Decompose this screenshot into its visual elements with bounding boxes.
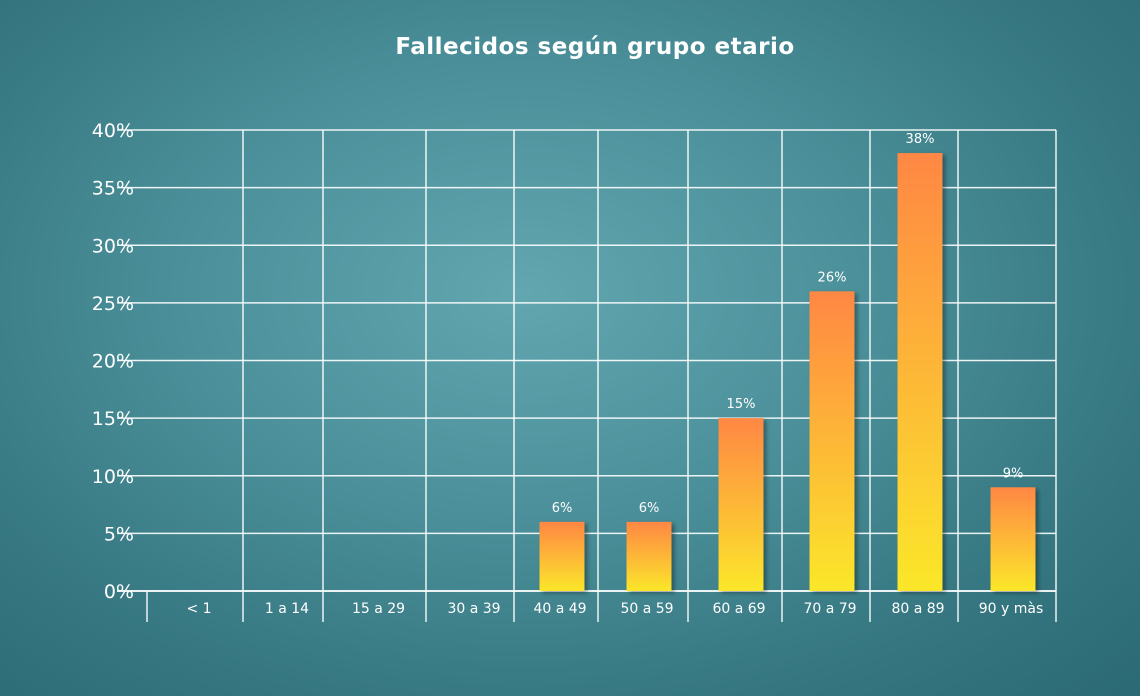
category-label: 90 y màs xyxy=(979,601,1044,617)
data-label: 15% xyxy=(727,397,756,412)
y-tick-label: 10% xyxy=(92,466,134,488)
data-label: 6% xyxy=(552,501,573,516)
bar xyxy=(809,291,855,591)
category-label: 1 a 14 xyxy=(265,601,309,617)
category-label: 30 a 39 xyxy=(447,601,500,617)
y-tick-label: 25% xyxy=(92,293,134,315)
y-tick-label: 0% xyxy=(104,581,134,603)
bar xyxy=(626,521,672,591)
bar xyxy=(990,487,1036,591)
y-tick-label: 5% xyxy=(104,523,134,545)
data-label: 38% xyxy=(906,132,935,147)
category-label: 50 a 59 xyxy=(620,601,673,617)
category-label: < 1 xyxy=(186,601,211,617)
data-label: 6% xyxy=(639,501,660,516)
category-label: 70 a 79 xyxy=(803,601,856,617)
y-tick-label: 20% xyxy=(92,351,134,373)
data-label: 26% xyxy=(818,270,847,285)
y-tick-label: 35% xyxy=(92,178,134,200)
y-tick-label: 40% xyxy=(92,120,134,142)
category-label: 15 a 29 xyxy=(352,601,405,617)
y-tick-label: 30% xyxy=(92,235,134,257)
labels: 0% 5% 10% 15% 20% 25% 30% 35% 40% < 1 1 a 14 15 a 2… xyxy=(92,120,1043,617)
bar xyxy=(897,153,943,592)
data-label: 9% xyxy=(1003,466,1024,481)
y-tick-label: 15% xyxy=(92,408,134,430)
bar xyxy=(718,418,764,591)
category-label: 80 a 89 xyxy=(891,601,944,617)
bars xyxy=(539,153,1036,592)
bar xyxy=(539,521,585,591)
category-label: 60 a 69 xyxy=(712,601,765,617)
category-label: 40 a 49 xyxy=(533,601,586,617)
chart-title: Fallecidos según grupo etario xyxy=(395,34,795,60)
grid xyxy=(117,129,1057,622)
